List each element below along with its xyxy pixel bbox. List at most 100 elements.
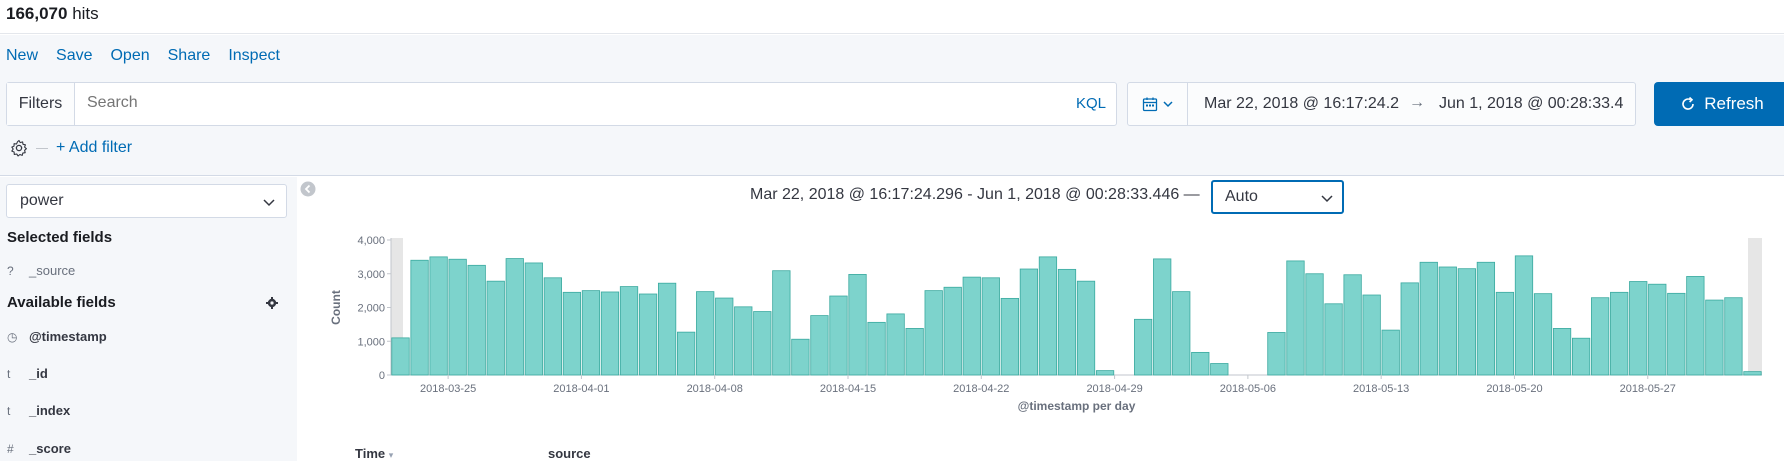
search-input[interactable] (87, 94, 987, 112)
x-tick-label: 2018-05-13 (1353, 383, 1409, 395)
field-settings-gear-icon[interactable] (266, 297, 278, 309)
selected-fields-title: Selected fields (7, 229, 113, 246)
histogram-bar (772, 270, 791, 376)
histogram-bar (1019, 268, 1039, 376)
field-item-score[interactable]: # _score (7, 441, 71, 456)
histogram-bar (562, 291, 582, 376)
histogram-bar (1210, 363, 1229, 376)
field-name: _source (29, 263, 76, 278)
x-tick-label: 2018-04-08 (687, 383, 743, 395)
y-axis-title: Count (329, 290, 343, 325)
histogram-bar (924, 290, 943, 376)
new-link[interactable]: New (6, 47, 39, 64)
field-name: @timestamp (29, 329, 107, 344)
histogram-bar (1552, 328, 1572, 376)
histogram-bar (696, 291, 715, 376)
x-tick-label: 2018-04-29 (1086, 383, 1142, 395)
number-type-icon: # (7, 441, 14, 456)
histogram-bar (429, 256, 448, 376)
query-row: Filters KQL Mar 22, 2018 @ 16:17 (6, 82, 1784, 126)
histogram-bar (1191, 351, 1210, 376)
gear-icon[interactable] (10, 139, 28, 157)
histogram-bar (943, 286, 962, 376)
histogram-bar (1172, 291, 1191, 376)
histogram-bar (600, 291, 620, 376)
calendar-icon (1142, 97, 1157, 112)
histogram-bar (1057, 268, 1077, 376)
histogram-bar (1038, 256, 1058, 376)
share-link[interactable]: Share (167, 47, 211, 64)
histogram-bar (1495, 291, 1515, 376)
field-item-source[interactable]: ? _source (7, 263, 75, 278)
histogram-bar (1686, 276, 1705, 376)
chevron-down-icon (1162, 101, 1173, 108)
range-edge-shade-right (1748, 238, 1762, 375)
refresh-button[interactable]: Refresh (1654, 82, 1784, 126)
histogram-bar (1400, 282, 1419, 376)
histogram-bar (619, 286, 639, 376)
hits-count: 166,070 hits (6, 4, 99, 24)
histogram-bar (1419, 261, 1438, 376)
query-bar: Filters KQL (6, 82, 1117, 126)
y-tick-label: 4,000 (357, 235, 385, 247)
field-name: _id (29, 366, 48, 381)
histogram-bar (753, 311, 772, 376)
quick-select-button[interactable] (1128, 83, 1188, 125)
kql-toggle[interactable]: KQL (1075, 95, 1106, 112)
field-sidebar: power Selected fields ? _source Availabl… (0, 177, 297, 461)
histogram-bar (524, 262, 543, 376)
field-type-unknown: ? (7, 263, 14, 278)
index-pattern-select[interactable]: power (6, 184, 287, 218)
filters-label[interactable]: Filters (7, 83, 75, 125)
x-axis-title: @timestamp per day (1018, 399, 1136, 413)
histogram-bar (829, 295, 848, 376)
histogram-bar (1705, 299, 1724, 376)
histogram-bar (867, 321, 886, 376)
top-nav-area: New Save Open Share Inspect Filters KQL (0, 35, 1784, 176)
interval-select[interactable]: Auto (1211, 180, 1344, 214)
open-link[interactable]: Open (110, 47, 150, 64)
histogram-bar (962, 276, 981, 376)
divider (36, 147, 48, 149)
histogram-bar (657, 282, 677, 376)
histogram-bar (1076, 280, 1096, 376)
field-item-index[interactable]: t _index (7, 403, 70, 418)
start-date[interactable]: Mar 22, 2018 @ 16:17:24.2 (1204, 95, 1400, 112)
histogram-bar (1134, 318, 1153, 376)
end-date[interactable]: Jun 1, 2018 @ 00:28:33.4 (1439, 95, 1624, 112)
y-tick-label: 2,000 (357, 303, 385, 315)
refresh-label: Refresh (1704, 94, 1764, 113)
inspect-link[interactable]: Inspect (228, 47, 280, 64)
histogram-bar (410, 259, 429, 376)
histogram-bar (1743, 371, 1762, 376)
histogram-bar (1724, 297, 1743, 376)
histogram-bar (734, 306, 753, 376)
histogram-bar (1343, 274, 1362, 376)
histogram-bar (1286, 260, 1305, 376)
string-type-icon: t (7, 403, 11, 418)
histogram-bar (1267, 332, 1286, 376)
histogram-chart: 0 1,000 2,000 3,000 4,000 2018-03-25 2018-04-0… (329, 235, 1762, 413)
sort-down-icon[interactable]: ▾ (388, 450, 394, 460)
histogram-bar (1667, 292, 1686, 376)
column-header-time[interactable]: Time ▾ (355, 446, 393, 461)
chevron-down-icon (263, 199, 275, 207)
histogram-bar (1514, 255, 1534, 376)
histogram-bar (848, 274, 867, 376)
histogram-bar (1591, 297, 1610, 376)
clock-icon: ◷ (7, 329, 18, 344)
histogram-bar (1476, 261, 1496, 376)
index-pattern-value: power (20, 192, 64, 209)
field-item-timestamp[interactable]: ◷ @timestamp (7, 329, 107, 344)
save-link[interactable]: Save (56, 47, 93, 64)
field-item-id[interactable]: t _id (7, 366, 48, 381)
column-header-source[interactable]: source (548, 446, 591, 461)
collapse-sidebar-icon[interactable] (300, 181, 316, 197)
histogram-bar (448, 258, 467, 376)
y-tick-label: 1,000 (357, 336, 385, 348)
interval-value: Auto (1225, 188, 1258, 205)
histogram-bar (1629, 281, 1648, 376)
histogram-bar (543, 277, 562, 376)
histogram-bar (886, 313, 905, 376)
add-filter-button[interactable]: + Add filter (56, 139, 133, 156)
